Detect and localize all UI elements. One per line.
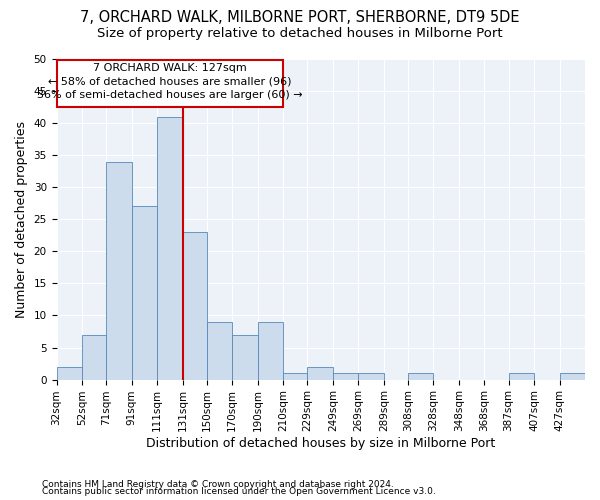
Bar (131, 206, 157, 380)
Text: 7 ORCHARD WALK: 127sqm: 7 ORCHARD WALK: 127sqm (93, 64, 247, 74)
Bar (358, 373, 384, 380)
X-axis label: Distribution of detached houses by size in Milborne Port: Distribution of detached houses by size … (146, 437, 496, 450)
Bar (408, 373, 433, 380)
Bar (56, 367, 82, 380)
Bar (232, 334, 258, 380)
Text: Contains public sector information licensed under the Open Government Licence v3: Contains public sector information licen… (42, 488, 436, 496)
FancyBboxPatch shape (56, 60, 283, 107)
Text: ← 58% of detached houses are smaller (96): ← 58% of detached houses are smaller (96… (48, 77, 292, 87)
Bar (333, 373, 358, 380)
Bar (283, 373, 307, 380)
Bar (509, 373, 534, 380)
Text: 36% of semi-detached houses are larger (60) →: 36% of semi-detached houses are larger (… (37, 90, 302, 100)
Text: Contains HM Land Registry data © Crown copyright and database right 2024.: Contains HM Land Registry data © Crown c… (42, 480, 394, 489)
Bar (560, 373, 585, 380)
Bar (82, 334, 106, 380)
Bar (258, 322, 283, 380)
Bar (307, 367, 333, 380)
Text: 7, ORCHARD WALK, MILBORNE PORT, SHERBORNE, DT9 5DE: 7, ORCHARD WALK, MILBORNE PORT, SHERBORN… (80, 10, 520, 25)
Y-axis label: Number of detached properties: Number of detached properties (15, 121, 28, 318)
Bar (182, 232, 207, 380)
Bar (157, 116, 182, 380)
Text: Size of property relative to detached houses in Milborne Port: Size of property relative to detached ho… (97, 28, 503, 40)
Bar (106, 162, 131, 380)
Bar (207, 322, 232, 380)
